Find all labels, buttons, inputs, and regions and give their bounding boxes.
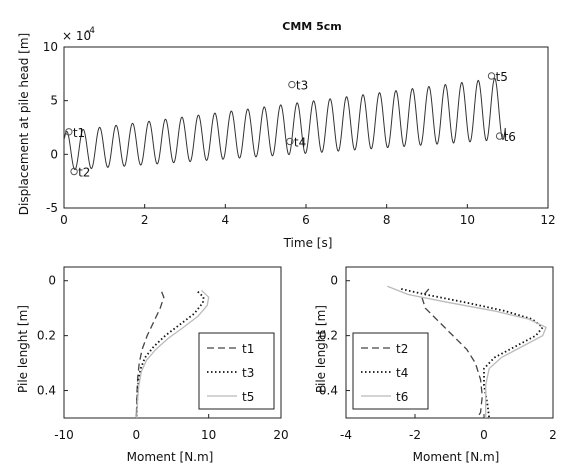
legend-label: t2	[396, 342, 408, 356]
legend-label: t5	[242, 390, 254, 404]
series-t6	[387, 285, 547, 418]
legend-label: t4	[396, 366, 408, 380]
x-tick-label: 0	[480, 428, 488, 442]
y-tick-label: 0	[50, 147, 58, 161]
plot-series	[63, 77, 507, 171]
y-axis-label: Pile lenght [m]	[314, 305, 328, 393]
x-tick-label: 12	[540, 213, 555, 227]
y-tick-label: 0.2	[37, 329, 56, 343]
y-tick-label: 0	[48, 274, 56, 288]
plot-series	[135, 289, 210, 419]
x-tick-label: -4	[340, 428, 352, 442]
chart-title: CMM 5cm	[282, 20, 341, 33]
annotation-marker	[286, 137, 294, 146]
axes: -4 -2 0 2 0 0.2 0.4	[319, 274, 557, 442]
x-tick-label: 2	[549, 428, 557, 442]
series-t5	[136, 289, 210, 419]
x-axis-label: Moment [N.m]	[127, 450, 214, 464]
x-tick-label: -2	[409, 428, 421, 442]
y-exponent-power: -4	[86, 26, 95, 36]
y-tick-label: 10	[43, 40, 58, 54]
plot-area	[63, 46, 549, 209]
x-tick-label: 20	[273, 428, 288, 442]
time-history-chart: CMM 5cm × 10 -4 Displacement at pile hea…	[17, 20, 556, 250]
annotation-label: t6	[504, 130, 516, 144]
legend-label: t1	[242, 342, 254, 356]
series-t1	[135, 291, 165, 419]
series-t3	[135, 291, 205, 419]
legend-label: t3	[242, 366, 254, 380]
annotation-label: t1	[73, 126, 85, 140]
y-axis-label: Pile lenght [m]	[16, 305, 30, 393]
annotation-marker	[65, 128, 73, 136]
y-tick-label: 0.4	[319, 384, 338, 398]
annotation-label: t4	[294, 135, 306, 149]
y-tick-label: -5	[46, 201, 58, 215]
y-axis-label: Displacement at pile head [m]	[17, 33, 31, 216]
annotations: t1 t2 t3 t4 t5 t6	[65, 70, 516, 180]
plot-area	[63, 266, 282, 419]
x-tick-label: 2	[141, 213, 149, 227]
y-exponent-label: × 10	[62, 29, 91, 43]
legend: t2 t4 t6	[352, 332, 429, 410]
x-tick-label: -10	[54, 428, 74, 442]
y-tick-label: 0.4	[37, 384, 56, 398]
x-tick-label: 10	[460, 213, 475, 227]
x-tick-label: 6	[302, 213, 310, 227]
annotation-marker	[487, 72, 496, 80]
displacement-line	[63, 77, 507, 171]
x-tick-label: 0	[60, 213, 68, 227]
x-tick-label: 4	[222, 213, 230, 227]
legend-box	[352, 332, 429, 410]
series-t4	[401, 288, 544, 419]
legend-box	[198, 332, 275, 410]
x-tick-label: 0	[133, 428, 141, 442]
series-t2	[421, 288, 483, 419]
y-exponent: × 10 -4	[62, 26, 95, 43]
annotation-marker	[70, 167, 78, 176]
legend: t1 t3 t5	[198, 332, 275, 410]
x-tick-label: 10	[201, 428, 216, 442]
annotation-label: t5	[496, 70, 508, 84]
annotation-marker	[495, 132, 504, 140]
y-tick-label: 0.2	[319, 329, 338, 343]
moment-chart-right: Pile lenght [m] Moment [N.m] -4 -2 0 2 0 0.2 0…	[314, 266, 557, 464]
annotation-marker	[288, 80, 296, 89]
moment-chart-left: Pile lenght [m] Moment [N.m] -10 0 10 20 0 0.…	[16, 266, 289, 464]
legend-label: t6	[396, 390, 408, 404]
axes: -10 0 10 20 0 0.2 0.4	[37, 274, 289, 442]
y-tick-label: 5	[50, 94, 58, 108]
annotation-label: t3	[296, 79, 308, 93]
plot-series	[387, 285, 547, 419]
x-axis-label: Time [s]	[283, 236, 333, 250]
x-tick-label: 8	[383, 213, 391, 227]
annotation-label: t2	[78, 166, 90, 180]
x-axis-label: Moment [N.m]	[413, 450, 500, 464]
plot-area	[345, 266, 554, 419]
y-tick-label: 0	[330, 274, 338, 288]
